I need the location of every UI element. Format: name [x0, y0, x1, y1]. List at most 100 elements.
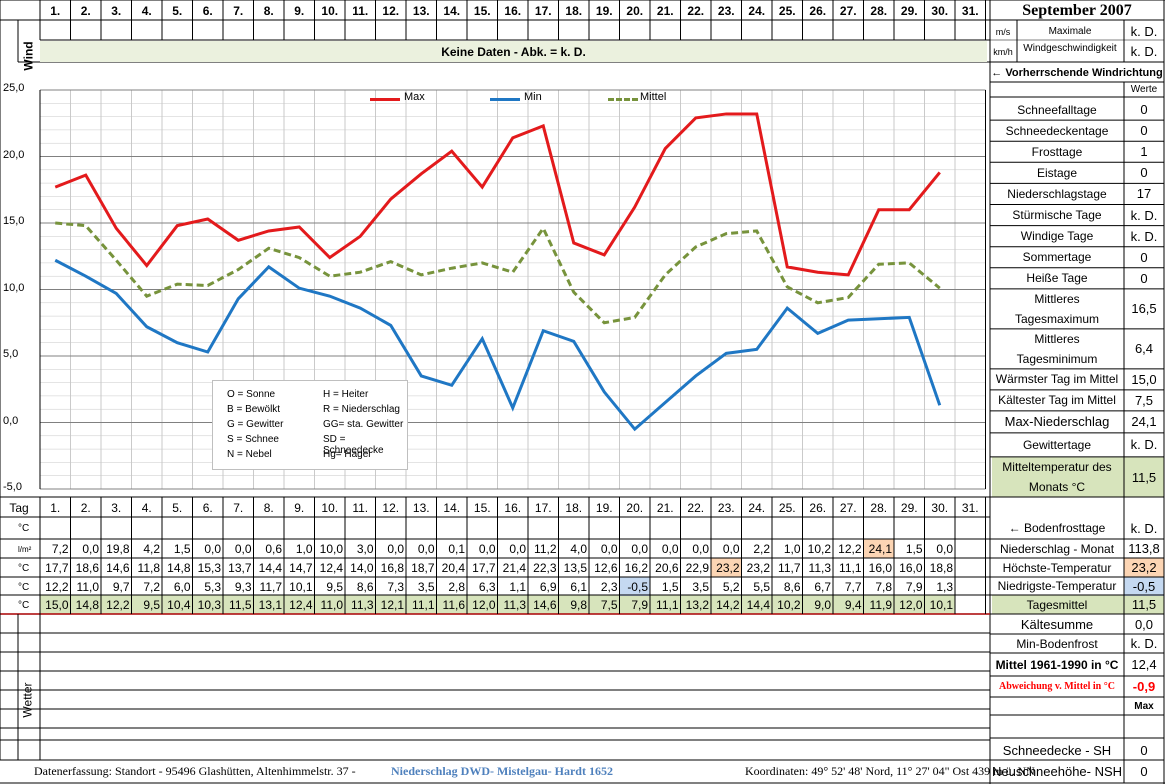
cold-sum-label: Kältesumme [1020, 616, 1094, 632]
warmest-day-label: Wärmster Tag im Mittel [995, 372, 1119, 387]
stat-5-label: Stürmische Tage [1012, 208, 1102, 223]
coldest-day-value: 7,5 [1134, 392, 1154, 408]
tmin-day-10: 9,5 [326, 580, 343, 594]
day-top-27: 27. [839, 3, 857, 18]
tmax-day-24: 23,2 [746, 561, 770, 575]
day-top-13: 13. [412, 3, 430, 18]
daily-mean-value: 11,5 [1131, 597, 1157, 612]
precip-day-7: 0,0 [234, 542, 252, 556]
day-bottom-3: 3. [111, 501, 122, 515]
day-bottom-29: 29. [900, 501, 918, 515]
precip-day-13: 0,0 [417, 542, 435, 556]
tmax-day-11: 14,0 [350, 561, 374, 575]
tmax-day-26: 11,3 [808, 561, 831, 575]
stat-4-label: Niederschlagstage [1007, 186, 1107, 201]
footer: Datenerfassung: Standort - 95496 Glashüt… [0, 760, 1035, 784]
month-title: September 2007 [1022, 2, 1132, 19]
tmax-day-13: 18,7 [411, 561, 435, 575]
thunder-days-label: Gewittertage [1022, 437, 1092, 452]
day-top-4: 4. [141, 3, 152, 18]
tmax-day-9: 14,7 [289, 561, 313, 575]
tmax-day-20: 16,2 [624, 561, 648, 575]
tmin-day-5: 6,0 [173, 580, 191, 594]
legend-mittel-swatch [608, 98, 638, 101]
wetter-label: Wetter [21, 682, 35, 718]
coldest-day-label: Kältester Tag im Mittel [998, 393, 1116, 408]
tmax-day-19: 12,6 [594, 561, 618, 575]
wind-label: Wind [22, 41, 36, 71]
tmax-day-25: 11,7 [778, 561, 801, 575]
tmin-day-7: 9,3 [234, 580, 252, 594]
max-wind-label-2: Windgeschwindigkeit [1023, 43, 1117, 54]
weather-key-entry: G = Gewitter [227, 419, 284, 430]
tmin-day-30: 1,3 [936, 580, 953, 594]
day-top-8: 8. [263, 3, 274, 18]
mean-min-value: 6,4 [1134, 341, 1154, 357]
prevailing-wind-label: ← Vorherrschende Windrichtung [991, 67, 1163, 79]
precip-day-19: 0,0 [600, 542, 618, 556]
min-ground-frost-value: k. D. [1130, 636, 1158, 651]
precip-day-5: 1,5 [173, 542, 191, 556]
min-temp-summary-bg [1124, 577, 1164, 596]
legend-min-label: Min [524, 91, 542, 103]
mean-min-label: Mittleres Tagesminimum [992, 329, 1122, 369]
precip-day-24: 2,2 [753, 542, 770, 556]
precip-day-28: 24,1 [868, 542, 892, 556]
month-mean-label-line1: Mitteltemperatur des [1002, 460, 1112, 474]
max-precip-highlight [863, 539, 894, 558]
day-top-20: 20. [626, 3, 644, 18]
day-top-19: 19. [595, 3, 613, 18]
day-bottom-8: 8. [263, 501, 274, 515]
precip-day-1: 7,2 [51, 542, 69, 556]
day-bottom-30: 30. [931, 501, 949, 515]
day-top-22: 22. [687, 3, 705, 18]
footer-precip-source: Niederschlag DWD- Mistelgau- Hardt 1652 [391, 764, 613, 778]
tmax-day-16: 21,4 [502, 561, 526, 575]
footer-coordinates: Koordinaten: 49° 52' 48' Nord, 11° 27' 0… [745, 764, 1035, 778]
day-bottom-16: 16. [504, 501, 522, 515]
day-bottom-14: 14. [443, 501, 461, 515]
tmin-day-9: 10,1 [289, 580, 313, 594]
ground-frost-value: k. D. [1130, 520, 1158, 536]
no-data-banner-bg [40, 41, 987, 62]
day-bottom-13: 13. [412, 501, 430, 515]
tmax-day-1: 17,7 [45, 561, 69, 575]
month-mean-label: Mitteltemperatur des Monats °C [992, 457, 1122, 497]
precip-day-30: 0,0 [936, 542, 953, 556]
tmax-day-27: 11,1 [839, 561, 862, 575]
tmean-day-23: 14,2 [716, 598, 740, 612]
tmax-day-6: 15,3 [197, 561, 221, 575]
deviation-value: -0,9 [1132, 679, 1156, 694]
tmean-day-8: 13,1 [258, 598, 282, 612]
y-tick-label: 10,0 [3, 281, 25, 294]
mean-max-label-line2: Tagesmaximum [1014, 311, 1100, 326]
tmax-day-28: 16,0 [868, 561, 892, 575]
tmean-day-22: 13,2 [685, 598, 709, 612]
tmean-day-14: 11,6 [442, 598, 465, 612]
max-temp-highlight [711, 558, 742, 577]
mean-min-label-line2: Tagesminimum [1016, 351, 1098, 366]
normal-1961-1990-label: Mittel 1961-1990 in °C [995, 657, 1119, 672]
stat-2-value: 1 [1140, 144, 1148, 160]
tmin-day-15: 6,3 [478, 580, 496, 594]
max-temp-summary-bg [1124, 558, 1164, 577]
precip-day-9: 1,0 [295, 542, 313, 556]
day-bottom-31: 31. [961, 501, 979, 515]
precip-day-20: 0,0 [631, 542, 648, 556]
max-precip-label: Max-Niederschlag [1004, 414, 1110, 430]
day-top-9: 9. [294, 3, 305, 18]
weather-key-entry: R = Niederschlag [323, 404, 400, 415]
min-temp-label: Niedrigste-Temperatur [997, 579, 1117, 593]
precip-day-4: 4,2 [143, 542, 160, 556]
day-bottom-10: 10. [321, 501, 339, 515]
footer-location: Datenerfassung: Standort - 95496 Glashüt… [34, 764, 356, 778]
tmean-day-2: 14,8 [75, 598, 99, 612]
y-tick-label: 0,0 [3, 414, 19, 427]
day-top-7: 7. [233, 3, 244, 18]
y-tick-label: 5,0 [3, 348, 19, 360]
min-temp-value: -0,5 [1132, 578, 1156, 594]
day-bottom-26: 26. [809, 501, 827, 515]
deviation-label: Abweichung v. Mittel in °C [999, 681, 1115, 692]
tmin-day-2: 11,0 [76, 580, 99, 594]
tmax-day-30: 18,8 [929, 561, 953, 575]
